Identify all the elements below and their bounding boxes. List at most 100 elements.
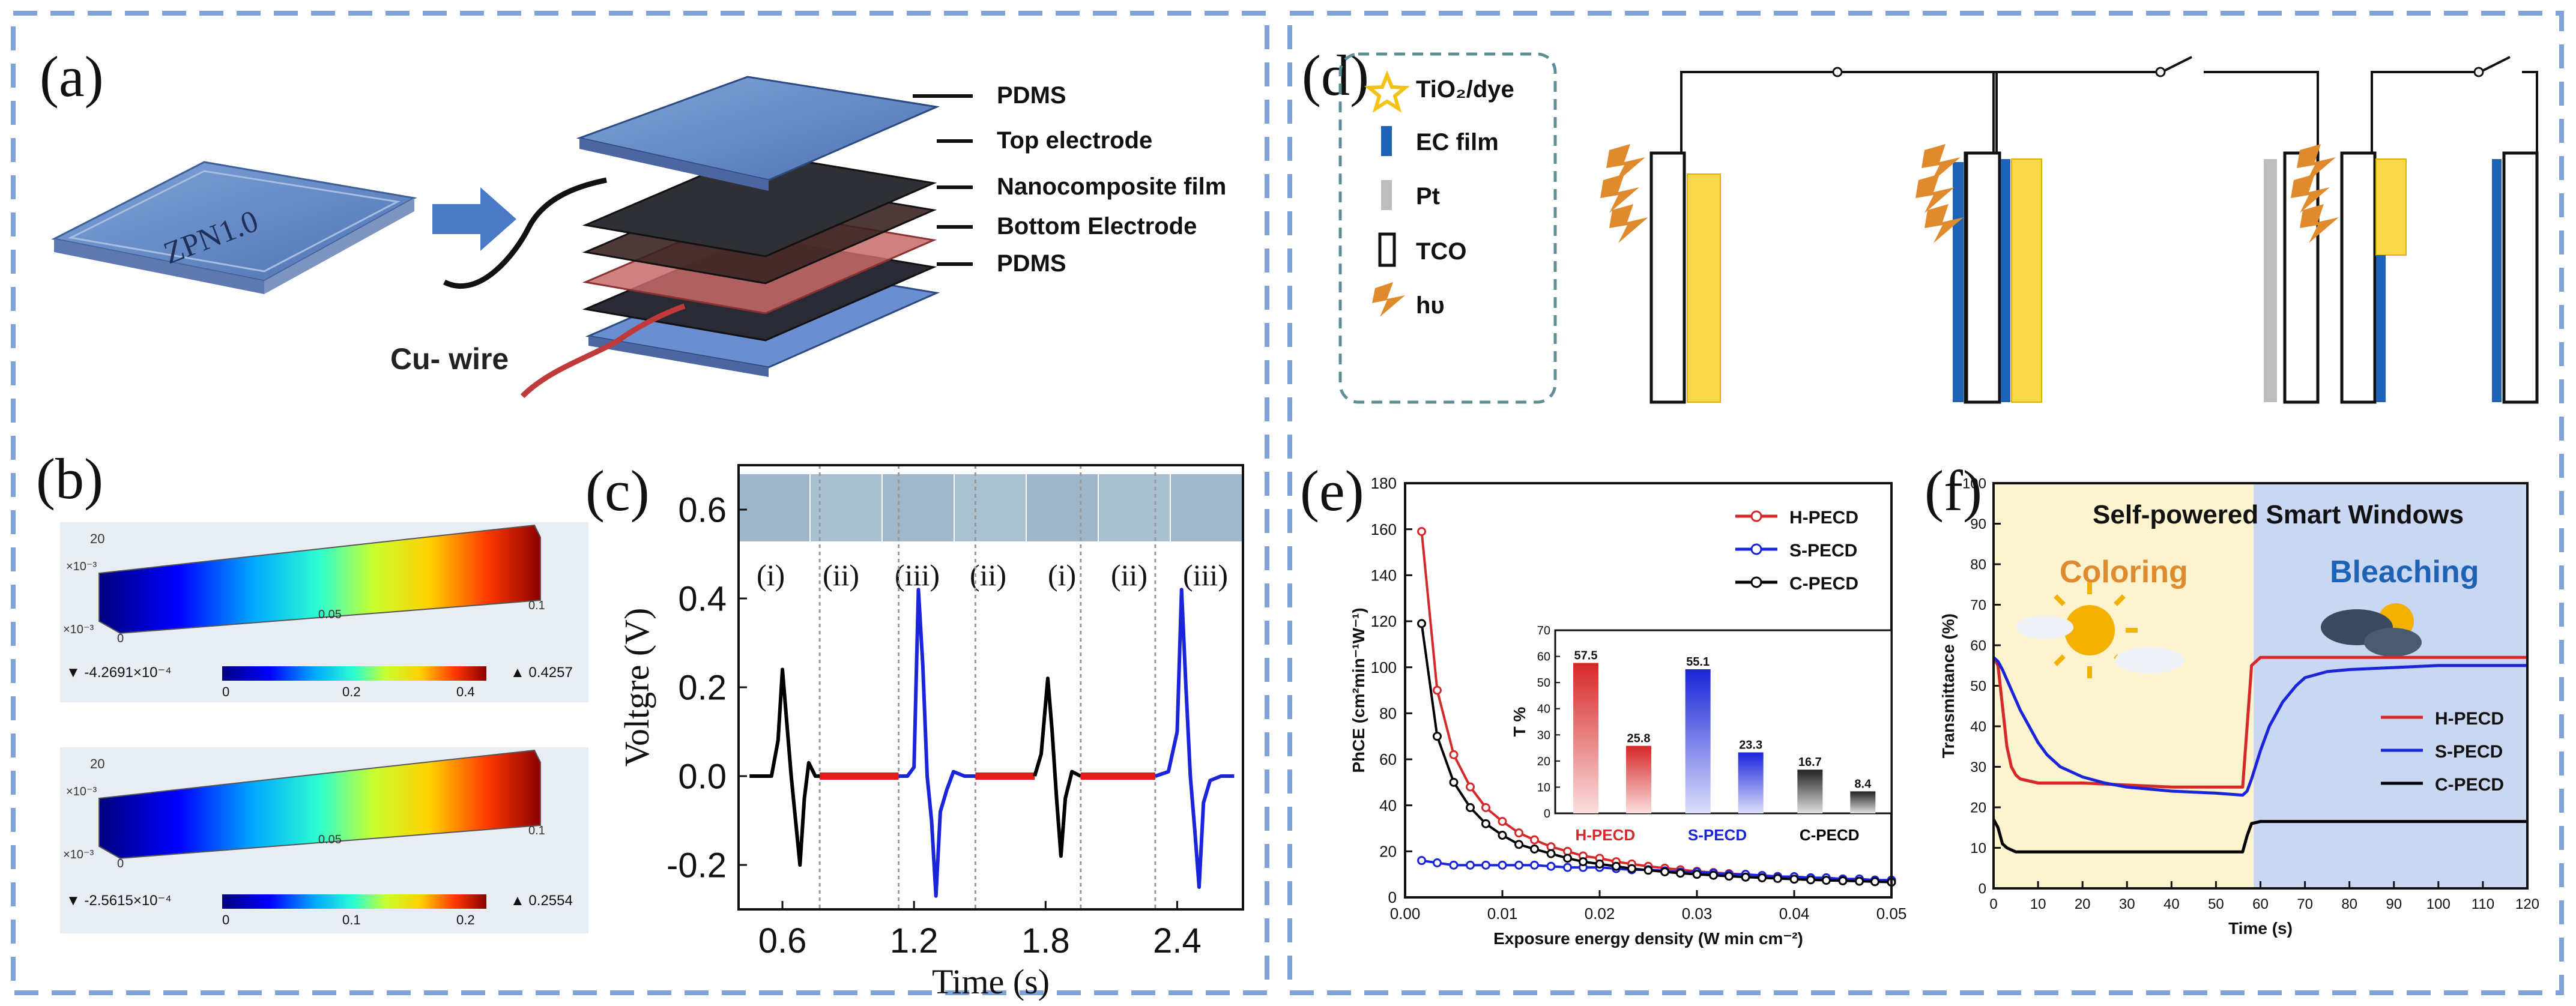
zpn-slab-front (264, 198, 414, 294)
layer-label: PDMS (997, 82, 1066, 109)
data-point (1417, 856, 1427, 866)
legend-label: EC film (1416, 129, 1499, 155)
inset-y-tick-label: 30 (1537, 729, 1550, 742)
plot-frame (737, 464, 1244, 911)
coloring-background (1994, 483, 2254, 888)
black-cu-wire (443, 177, 607, 289)
photo-label: (ii) (823, 558, 859, 592)
panel-d: (d) TiO₂/dye EC film Pt TCO hυ (1302, 43, 2539, 404)
lightning-icon (1609, 204, 1648, 243)
panel-b: (b) 20 ×10⁻³ ×10⁻³ 0 0.05 0.1 ▼ -4.2691×… (36, 447, 588, 933)
x-tick-label: 0.01 (1487, 905, 1518, 923)
y-tick-label: 100 (1962, 475, 1986, 492)
data-point (1417, 619, 1427, 628)
sim-axis-label: 0.05 (318, 833, 342, 846)
legend-marker (1750, 510, 1762, 522)
sim-colorbar-tick: 0.2 (342, 684, 361, 699)
coloring-label: Coloring (2060, 555, 2188, 589)
data-point (1466, 803, 1475, 812)
x-tick-label: 50 (2208, 896, 2224, 912)
series-line-segment-black-1 (749, 667, 820, 867)
sim-axis-label: 0.1 (528, 824, 545, 837)
y-tick-label: 0.0 (678, 757, 727, 796)
legend-label: S-PECD (2435, 742, 2503, 762)
layer-label: Bottom Electrode (997, 213, 1197, 239)
photo-thumbnail (883, 474, 954, 541)
legend-label: Pt (1416, 183, 1440, 209)
inset-y-tick-label: 50 (1537, 676, 1550, 690)
cloud-icon (2016, 615, 2073, 639)
panel-label-b: (b) (36, 447, 103, 511)
lightning-icon (2300, 204, 2339, 243)
inset-y-tick-label: 40 (1537, 703, 1550, 716)
x-tick-label: 80 (2341, 896, 2357, 912)
y-tick-label: 40 (1970, 718, 1986, 735)
panel-label-c: (c) (585, 459, 650, 523)
sim-colorbar-tick: 0 (222, 912, 229, 927)
data-point (1529, 835, 1539, 845)
phce-chart: 0.00 0.01 0.02 0.03 0.04 0.050204060801001201… (1349, 474, 1906, 948)
inset-y-tick-label: 20 (1537, 755, 1550, 768)
inset-y-tick-label: 70 (1537, 624, 1550, 637)
legend-label: H-PECD (1789, 508, 1858, 528)
panel-e: (e) 0.00 0.01 0.02 0.03 0.04 0.05020406080100… (1300, 459, 1906, 948)
legend-label: hυ (1416, 292, 1445, 319)
data-point (1417, 527, 1427, 536)
photo-label: (i) (757, 558, 785, 592)
y-axis-title: PhCE (cm²min⁻¹W⁻¹) (1349, 607, 1368, 773)
x-tick-label: 120 (2515, 896, 2539, 912)
data-point (1432, 858, 1442, 867)
data-point (1724, 872, 1734, 881)
data-point (1870, 877, 1879, 887)
panel-f: (f) Self-powered Smart Windows Coloring … (1924, 459, 2539, 938)
layer-labels: PDMS Top electrode Nanocomposite film Bo… (913, 82, 1226, 277)
inset-bar (1850, 791, 1876, 813)
inset-bar-value: 55.1 (1686, 655, 1710, 669)
y-tick-label: 60 (1970, 637, 1986, 654)
inset-y-title: T % (1510, 707, 1529, 737)
transmittance-chart: 0 10 20 30 40 50 60 70 80 90 100 110 120 0 10 20 30 40 50 6… (1939, 475, 2539, 938)
sim-axis-label: 0.05 (318, 608, 342, 621)
y-tick-label: 0 (1388, 888, 1397, 906)
photo-label: (ii) (1111, 558, 1147, 592)
data-point (1838, 876, 1848, 885)
x-tick-label: 0.03 (1682, 905, 1713, 923)
data-point (1449, 750, 1459, 759)
y-tick-label: 160 (1371, 520, 1397, 538)
inset-bar (1797, 770, 1823, 813)
series-line-segment-black-2 (1033, 676, 1082, 858)
voltage-chart: 0.6 1.2 1.8 2.4 -0.2 0.0 0.2 0.4 0.6 Time (s) Volt… (617, 464, 1244, 1001)
data-point (1546, 849, 1556, 858)
data-point (1758, 873, 1767, 882)
bleaching-label: Bleaching (2330, 555, 2479, 589)
lightning-icon (1600, 174, 1639, 213)
panel-label-a: (a) (40, 44, 104, 109)
inset-bar (1626, 745, 1651, 813)
y-tick-label: 0.6 (678, 490, 727, 529)
right-arrow-icon (432, 187, 516, 251)
inset-bar-value: 8.4 (1854, 777, 1872, 791)
panel-a: (a) ZPN1.0 Cu- wire PDMS Top electr (40, 44, 1226, 399)
data-point (1432, 732, 1442, 741)
photo-labels: (i) (ii) (iii) (ii) (i) (ii) (iii) (757, 558, 1228, 592)
layer-label: Top electrode (997, 127, 1152, 154)
y-tick-label: -0.2 (667, 846, 727, 885)
d-legend-box (1338, 52, 1557, 404)
x-tick-label: 0.00 (1390, 905, 1421, 923)
inset-bar-value: 57.5 (1574, 649, 1598, 662)
photo-strip (739, 474, 1242, 541)
data-point (1546, 861, 1556, 871)
sim-bottom-bar (98, 749, 541, 860)
transmittance-inset-chart: 0 10 20 30 40 50 60 70 T % 57.5 25.8 H-PECD 55.1 23.3… (1510, 624, 1893, 844)
plot-frame (1992, 482, 2529, 890)
inset-bar-value: 16.7 (1798, 756, 1822, 769)
x-axis-title: Time (s) (2228, 919, 2293, 938)
data-point (1449, 860, 1459, 870)
lightning-icon (1606, 144, 1645, 183)
x-tick-label: 90 (2386, 896, 2402, 912)
data-point (1806, 875, 1816, 885)
zpn-slab-inner (68, 170, 401, 273)
smart-window-banner: Self-powered Smart Windows (2093, 500, 2464, 529)
x-tick-label: 20 (2075, 896, 2091, 912)
panel-label-e: (e) (1300, 459, 1364, 523)
